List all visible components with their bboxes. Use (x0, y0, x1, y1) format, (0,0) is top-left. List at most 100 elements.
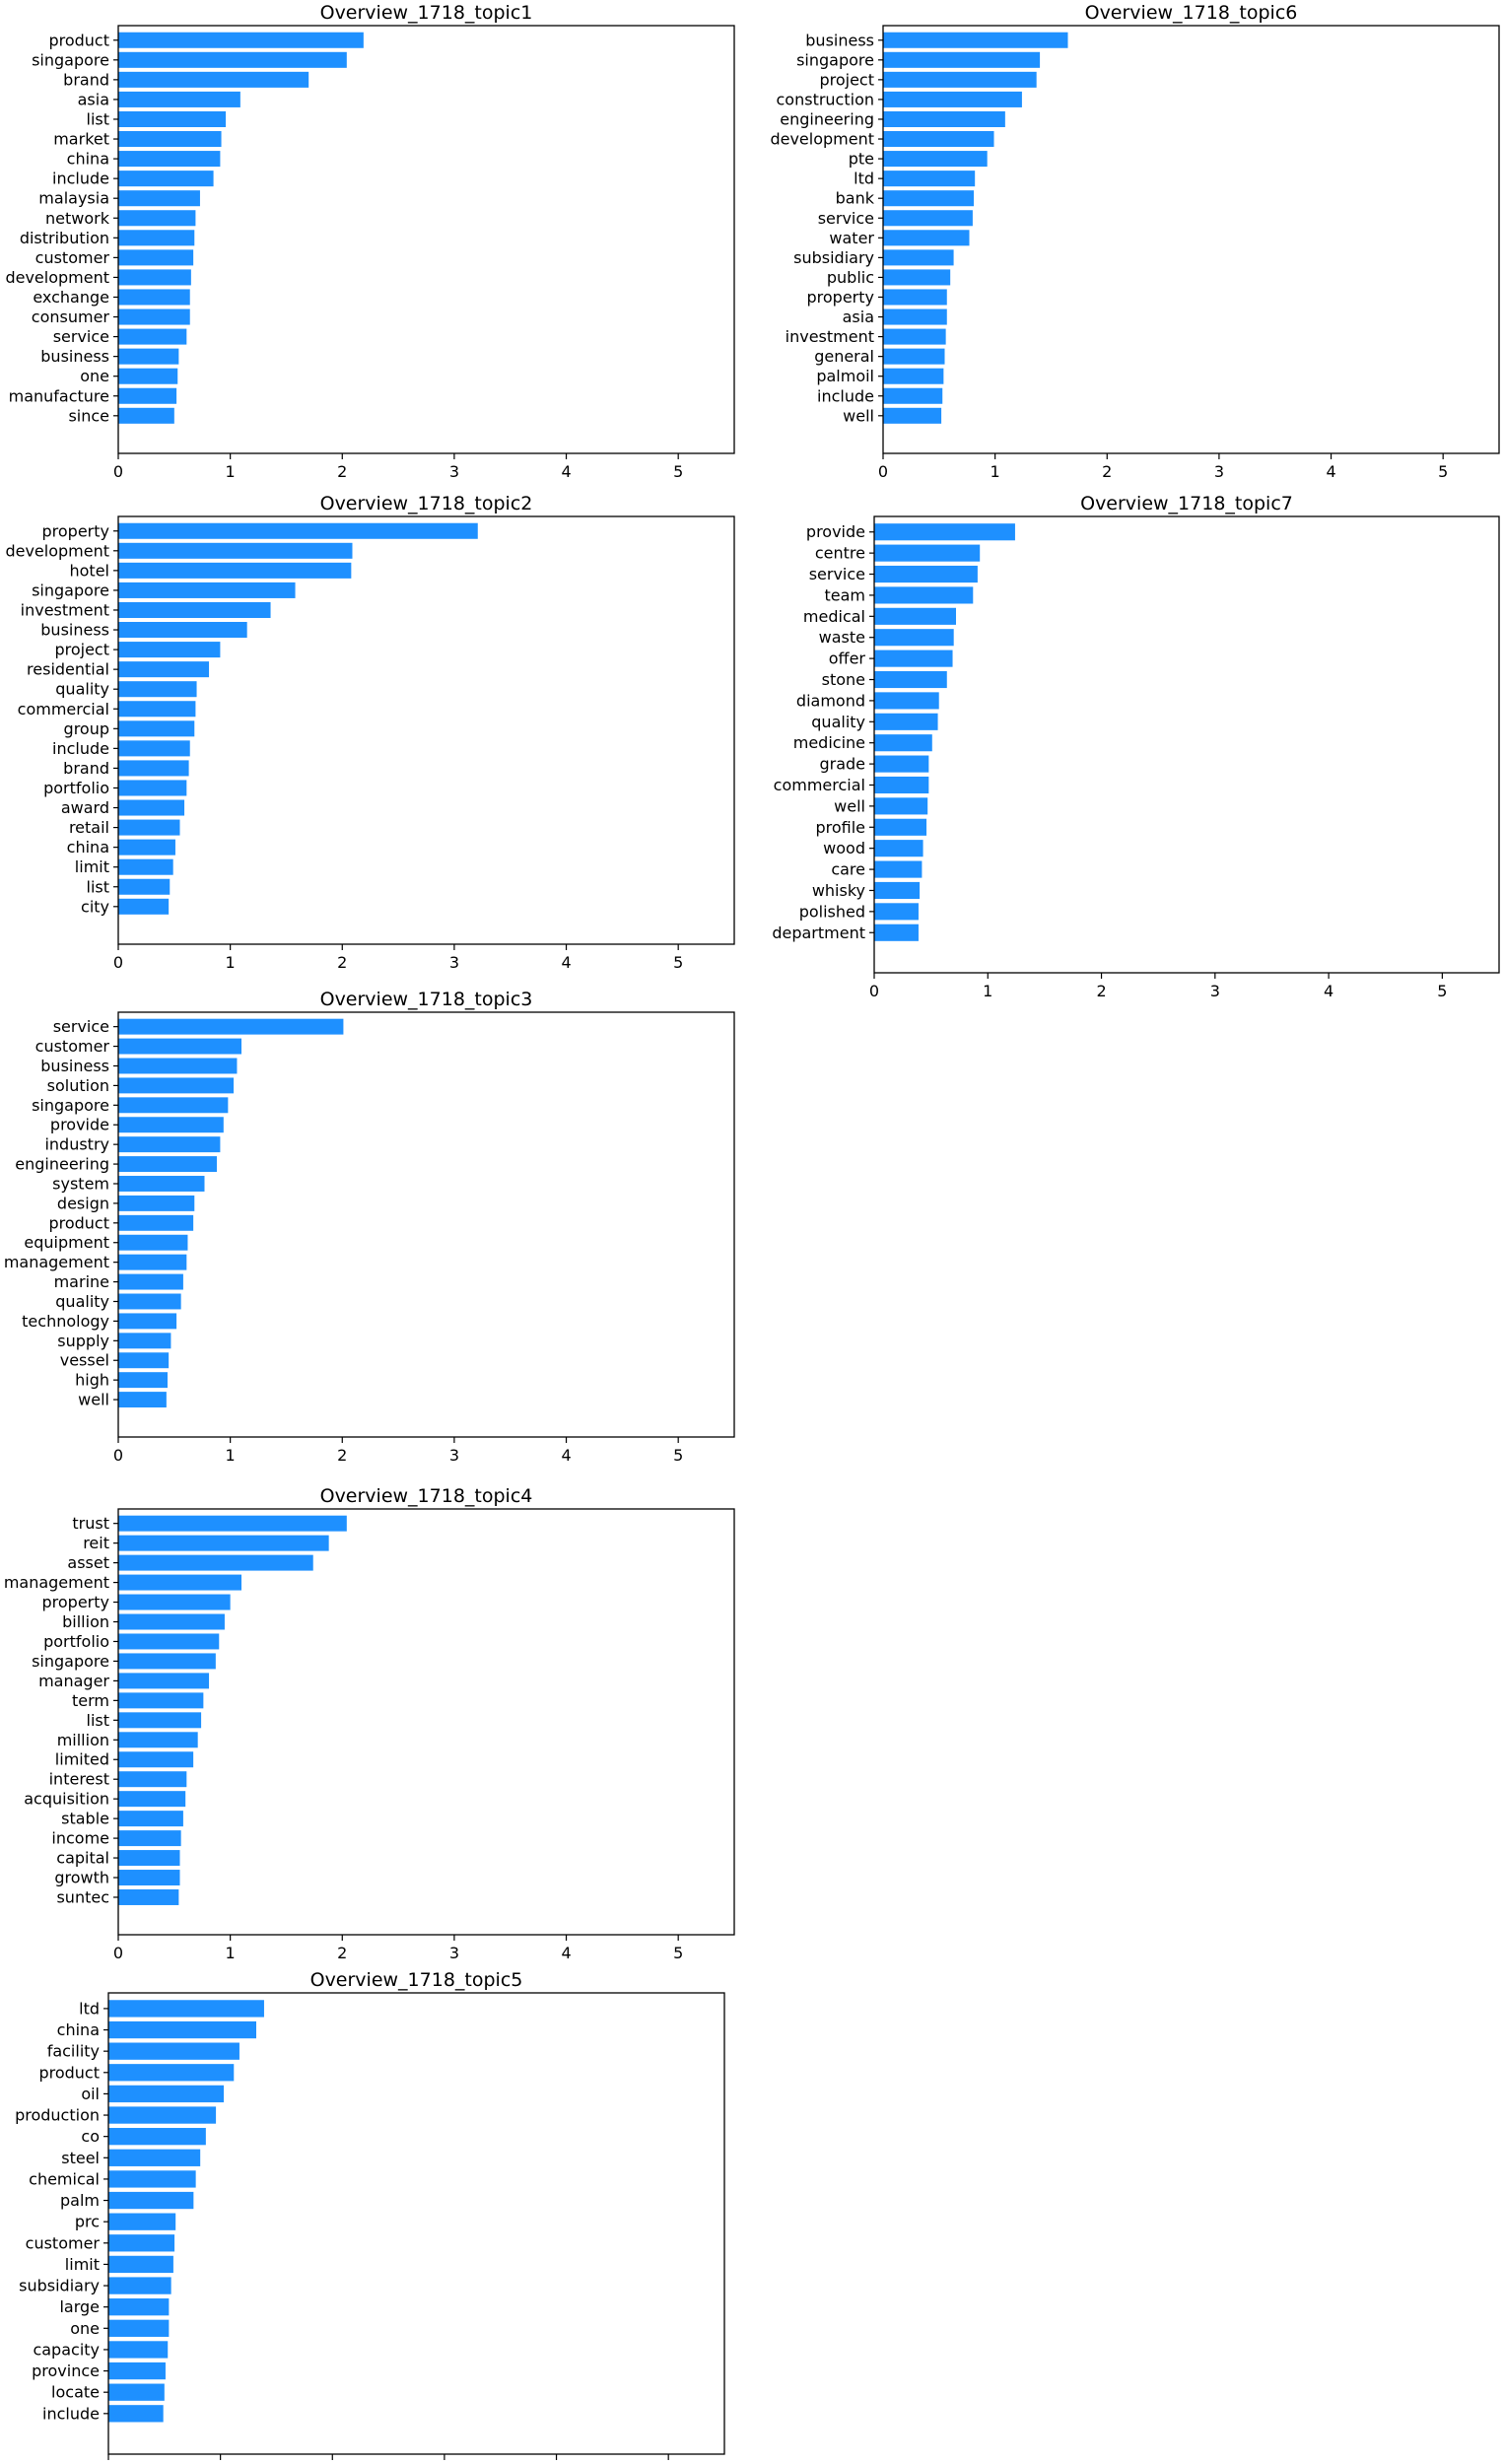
chart-panel: propertydevelopmenthotelsingaporeinvestm… (5, 493, 735, 972)
y-tick-label: co (81, 2127, 100, 2146)
x-tick-label: 3 (1210, 982, 1220, 1000)
y-tick-label: brand (63, 759, 109, 778)
y-tick-label: capacity (33, 2340, 100, 2359)
bar (118, 542, 353, 559)
y-tick-label: billion (62, 1612, 109, 1631)
y-tick-label: design (57, 1194, 109, 1212)
x-tick-label: 0 (113, 1944, 123, 1962)
bar (108, 2106, 217, 2124)
chart-title: Overview_1718_topic7 (1080, 493, 1293, 514)
y-tick-label: city (81, 897, 109, 916)
bar (118, 171, 214, 187)
y-tick-label: list (87, 1711, 110, 1730)
y-tick-label: residential (27, 660, 109, 679)
y-tick-label: interest (49, 1770, 109, 1789)
bar (883, 131, 994, 148)
y-tick-label: polished (799, 902, 865, 921)
bar (883, 328, 946, 345)
y-tick-label: list (87, 109, 110, 128)
bar (118, 1673, 210, 1689)
chart-title: Overview_1718_topic1 (320, 2, 533, 24)
bar (118, 368, 178, 384)
y-tick-label: project (819, 70, 874, 89)
bar (874, 544, 981, 562)
y-tick-label: care (831, 860, 865, 879)
y-tick-label: vessel (60, 1351, 109, 1370)
y-tick-label: investment (21, 600, 109, 619)
y-tick-label: well (78, 1391, 109, 1409)
x-tick-label: 0 (878, 462, 888, 481)
bar (874, 565, 978, 583)
y-tick-label: medicine (793, 733, 865, 752)
y-tick-label: engineering (15, 1155, 109, 1174)
bar (118, 1156, 217, 1173)
y-tick-label: offer (829, 650, 866, 668)
x-tick-label: 2 (1096, 982, 1106, 1000)
y-tick-label: include (42, 2404, 100, 2423)
y-tick-label: property (42, 521, 110, 540)
bar (118, 1653, 216, 1670)
y-tick-label: supply (57, 1332, 109, 1350)
y-tick-label: since (68, 406, 109, 425)
bar (108, 2000, 264, 2018)
y-tick-label: include (52, 739, 109, 758)
bar (118, 51, 347, 68)
bar (883, 308, 947, 325)
y-tick-label: include (52, 170, 109, 188)
y-tick-label: trust (72, 1514, 109, 1533)
y-tick-label: development (5, 268, 109, 287)
bar (118, 720, 195, 737)
bar (883, 151, 988, 168)
y-tick-label: subsidiary (793, 248, 874, 267)
y-tick-label: china (67, 838, 109, 856)
y-tick-label: one (80, 367, 109, 385)
bar (118, 1554, 313, 1571)
y-tick-label: locate (51, 2383, 100, 2402)
chart-title: Overview_1718_topic3 (320, 989, 533, 1010)
y-tick-label: include (817, 386, 874, 405)
y-tick-label: profile (815, 818, 865, 837)
y-tick-label: singapore (32, 1652, 109, 1671)
axes-frame (117, 1508, 735, 1936)
bar (118, 1136, 221, 1153)
y-tick-label: manufacture (9, 386, 109, 405)
y-tick-label: singapore (796, 50, 874, 69)
bar (118, 1097, 229, 1114)
x-tick-label: 5 (1437, 982, 1447, 1000)
y-tick-label: whisky (812, 881, 865, 900)
bar (118, 1372, 168, 1389)
y-tick-label: production (15, 2106, 100, 2125)
y-tick-label: retail (69, 818, 109, 837)
y-tick-label: asia (843, 308, 874, 326)
bar (118, 760, 189, 777)
y-tick-label: oil (81, 2085, 100, 2103)
bar (118, 1038, 241, 1055)
bar (118, 780, 187, 796)
bar (118, 190, 200, 207)
y-tick-label: marine (54, 1272, 109, 1291)
bar (874, 924, 919, 941)
bar (108, 2149, 201, 2166)
y-tick-label: business (40, 1057, 109, 1075)
bar (118, 210, 196, 227)
bar (118, 1293, 181, 1310)
axes-frame (117, 25, 735, 454)
x-tick-label: 5 (673, 953, 683, 972)
bar (118, 1018, 344, 1035)
bar (118, 1195, 195, 1211)
bar (118, 642, 221, 658)
x-tick-label: 4 (1324, 982, 1333, 1000)
y-tick-label: brand (63, 70, 109, 89)
bar (118, 740, 190, 757)
y-tick-label: limit (65, 2255, 100, 2274)
bar (874, 903, 919, 921)
bar (874, 670, 947, 689)
y-tick-label: high (75, 1371, 109, 1390)
y-tick-label: waste (819, 628, 865, 647)
y-tick-label: public (827, 268, 874, 287)
x-tick-label: 5 (1438, 462, 1448, 481)
bar (118, 308, 190, 325)
y-tick-label: palmoil (816, 367, 874, 385)
